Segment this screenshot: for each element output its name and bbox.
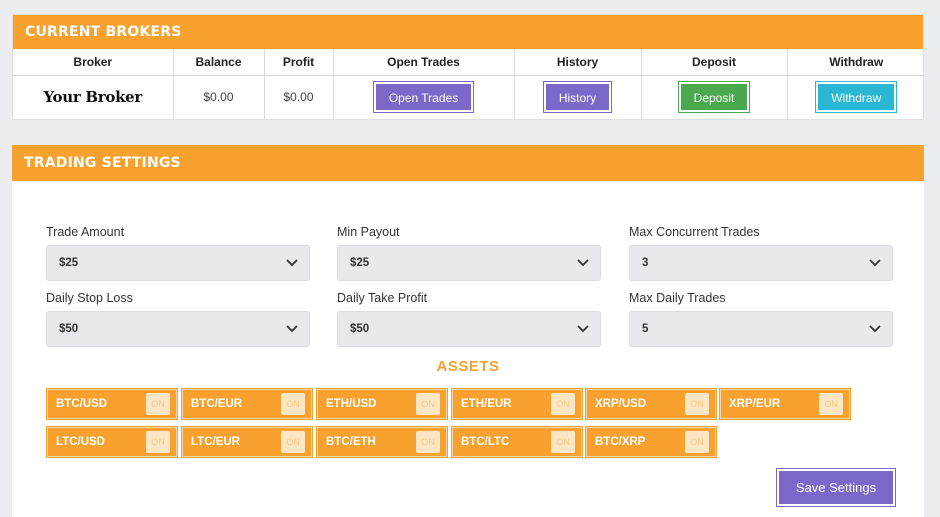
deposit-button[interactable]: Deposit xyxy=(677,81,751,114)
balance-value: $0.00 xyxy=(173,75,265,119)
field-label: Max Concurrent Trades xyxy=(629,225,760,239)
select-value: $25 xyxy=(350,257,370,269)
asset-toggle[interactable]: ON xyxy=(819,393,843,415)
asset-chip-xrp-usd: XRP/USD ON xyxy=(586,389,716,419)
col-open-trades: Open Trades xyxy=(333,49,515,76)
asset-chip-eth-eur: ETH/EUR ON xyxy=(452,389,582,419)
min-payout-select[interactable]: $25 xyxy=(337,245,601,281)
trade-amount-select[interactable]: $25 xyxy=(46,245,310,281)
asset-label: LTC/USD xyxy=(56,436,105,448)
asset-label: BTC/USD xyxy=(56,398,108,410)
asset-chip-eth-usd: ETH/USD ON xyxy=(317,389,447,419)
field-label: Daily Take Profit xyxy=(337,291,428,305)
max-concurrent-trades-select[interactable]: 3 xyxy=(629,245,893,281)
asset-toggle[interactable]: ON xyxy=(281,393,305,415)
asset-toggle[interactable]: ON xyxy=(685,393,709,415)
asset-toggle[interactable]: ON xyxy=(551,393,575,415)
asset-label: BTC/LTC xyxy=(461,436,510,448)
asset-label: LTC/EUR xyxy=(191,436,240,448)
asset-chip-ltc-eur: LTC/EUR ON xyxy=(182,427,312,457)
daily-take-profit-field: Daily Take Profit $50 xyxy=(337,291,601,347)
col-profit: Profit xyxy=(264,49,334,76)
col-withdraw: Withdraw xyxy=(787,49,925,76)
asset-label: BTC/XRP xyxy=(595,436,646,448)
table-header-row: Broker Balance Profit Open Trades Histor… xyxy=(13,49,925,76)
asset-chip-ltc-usd: LTC/USD ON xyxy=(47,427,177,457)
chevron-down-icon xyxy=(868,256,882,270)
max-daily-trades-field: Max Daily Trades 5 xyxy=(629,291,893,347)
history-button[interactable]: History xyxy=(542,81,613,114)
save-settings-button[interactable]: Save Settings xyxy=(776,468,896,507)
col-history: History xyxy=(514,49,642,76)
daily-take-profit-select[interactable]: $50 xyxy=(337,311,601,347)
asset-label: XRP/EUR xyxy=(729,398,781,410)
settings-header: TRADING SETTINGS xyxy=(12,145,924,181)
asset-chip-btc-usd: BTC/USD ON xyxy=(47,389,177,419)
chevron-down-icon xyxy=(285,322,299,336)
field-label: Trade Amount xyxy=(46,225,125,239)
broker-name: Your Broker xyxy=(43,88,143,107)
open-trades-button[interactable]: Open Trades xyxy=(372,81,475,114)
current-brokers-panel: CURRENT BROKERS Broker Balance Profit Op… xyxy=(12,14,925,120)
profit-value: $0.00 xyxy=(264,75,334,119)
asset-toggle[interactable]: ON xyxy=(685,431,709,453)
max-daily-trades-select[interactable]: 5 xyxy=(629,311,893,347)
col-deposit: Deposit xyxy=(641,49,788,76)
asset-chip-btc-eth: BTC/ETH ON xyxy=(317,427,447,457)
chevron-down-icon xyxy=(576,256,590,270)
assets-title: ASSETS xyxy=(436,358,500,375)
table-row: Your Broker $0.00 $0.00 Open Trades Hist… xyxy=(13,75,925,119)
asset-label: BTC/ETH xyxy=(326,436,376,448)
daily-stop-loss-field: Daily Stop Loss $50 xyxy=(46,291,310,347)
asset-label: ETH/EUR xyxy=(461,398,512,410)
col-balance: Balance xyxy=(173,49,265,76)
select-value: 5 xyxy=(642,323,649,335)
chevron-down-icon xyxy=(868,322,882,336)
select-value: $25 xyxy=(59,257,79,269)
asset-toggle[interactable]: ON xyxy=(281,431,305,453)
select-value: $50 xyxy=(59,323,79,335)
asset-toggle[interactable]: ON xyxy=(146,393,170,415)
min-payout-field: Min Payout $25 xyxy=(337,225,601,281)
brokers-header: CURRENT BROKERS xyxy=(13,15,923,49)
asset-label: BTC/EUR xyxy=(191,398,243,410)
asset-chip-btc-xrp: BTC/XRP ON xyxy=(586,427,716,457)
col-broker: Broker xyxy=(13,49,174,76)
asset-toggle[interactable]: ON xyxy=(416,431,440,453)
field-label: Daily Stop Loss xyxy=(46,291,133,305)
asset-toggle[interactable]: ON xyxy=(551,431,575,453)
select-value: $50 xyxy=(350,323,370,335)
trade-amount-field: Trade Amount $25 xyxy=(46,225,310,281)
asset-toggle[interactable]: ON xyxy=(146,431,170,453)
brokers-table: Broker Balance Profit Open Trades Histor… xyxy=(13,49,925,119)
daily-stop-loss-select[interactable]: $50 xyxy=(46,311,310,347)
asset-label: XRP/USD xyxy=(595,398,647,410)
field-label: Max Daily Trades xyxy=(629,291,726,305)
asset-chip-btc-ltc: BTC/LTC ON xyxy=(452,427,582,457)
asset-chip-xrp-eur: XRP/EUR ON xyxy=(720,389,850,419)
field-label: Min Payout xyxy=(337,225,400,239)
withdraw-button[interactable]: Withdraw xyxy=(815,81,898,114)
max-concurrent-trades-field: Max Concurrent Trades 3 xyxy=(629,225,893,281)
select-value: 3 xyxy=(642,257,649,269)
chevron-down-icon xyxy=(576,322,590,336)
asset-chip-btc-eur: BTC/EUR ON xyxy=(182,389,312,419)
chevron-down-icon xyxy=(285,256,299,270)
asset-toggle[interactable]: ON xyxy=(416,393,440,415)
asset-label: ETH/USD xyxy=(326,398,377,410)
trading-settings-panel: TRADING SETTINGS Trade Amount $25 Min Pa… xyxy=(12,145,924,517)
